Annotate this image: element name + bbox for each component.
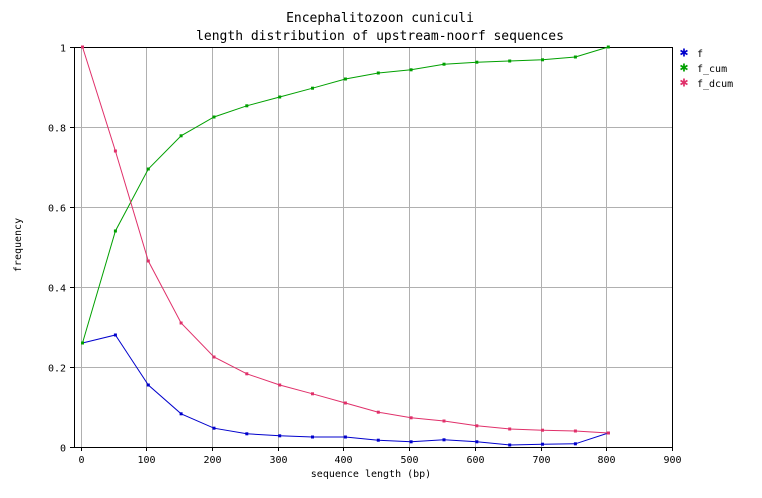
data-point [212,355,216,359]
legend-marker: ✱ [679,62,688,75]
x-tick-label: 100 [137,455,155,466]
data-point [113,229,117,233]
data-point [573,429,577,433]
data-point [146,383,150,387]
data-point [311,86,314,90]
plot-area [74,47,673,448]
x-tick-label: 900 [663,455,681,466]
data-point [442,62,446,66]
data-point [541,442,544,446]
y-tick-label: 0.4 [48,284,66,295]
y-axis-label: frequency [13,218,24,272]
data-point [311,435,314,439]
legend: ✱ f ✱ f_cum ✱ f_dcum [679,47,733,91]
data-point [245,372,249,376]
x-tick-label: 500 [400,455,418,466]
data-point [179,134,183,138]
data-point [541,58,544,62]
data-point [475,440,479,444]
x-tick-label: 700 [532,455,550,466]
data-point [278,434,282,438]
data-point [343,77,347,81]
series-line [82,46,609,344]
data-point [376,410,380,414]
data-point [179,412,183,416]
data-point [508,443,512,447]
data-point [245,432,249,436]
x-tick-label: 300 [269,455,287,466]
data-point [541,428,544,432]
data-point [376,71,380,75]
y-tick-label: 1 [60,44,66,55]
legend-marker: ✱ [679,77,688,90]
y-tick-label: 0.2 [48,364,66,375]
data-point [409,68,413,72]
x-tick-label: 400 [334,455,352,466]
data-point [409,440,413,444]
x-tick-label: 200 [203,455,221,466]
axis-ticks: 0 100 200 300 400 500 600 700 800 900 0 0.2 0.4 0.6 0.… [48,44,682,467]
chart-title: Encephalitozoon cuniculi [286,11,474,26]
data-point [212,426,216,430]
data-point [606,431,610,435]
legend-label: f_dcum [697,79,733,90]
data-point [573,442,577,446]
x-tick-label: 0 [78,455,84,466]
data-point [409,416,413,420]
data-point [113,333,117,337]
y-tick-label: 0.6 [48,204,66,215]
x-tick-label: 800 [597,455,615,466]
series-f-dcum [81,45,610,435]
data-point [376,438,380,442]
data-point [278,383,282,387]
y-tick-label: 0 [60,444,66,455]
data-point [606,45,610,49]
legend-marker: ✱ [679,47,688,60]
series-line [82,46,609,434]
series-f-cum [81,45,610,345]
data-point [81,45,84,49]
data-point [311,392,314,396]
data-point [146,167,150,171]
data-point [442,419,446,423]
data-point [343,401,347,405]
data-point [278,95,282,99]
legend-label: f_cum [697,64,727,75]
x-axis-label: sequence length (bp) [311,469,431,480]
data-point [508,59,512,63]
data-point [212,115,216,119]
series-layer [81,45,610,447]
data-point [343,435,347,439]
legend-label: f [697,49,703,60]
data-point [179,321,183,325]
data-point [508,427,512,431]
series-f [81,333,610,447]
chart-subtitle: length distribution of upstream-noorf se… [196,29,564,44]
data-point [245,104,249,108]
data-point [475,424,479,428]
data-point [81,341,84,345]
data-point [442,438,446,442]
data-point [146,259,150,263]
data-point [573,55,577,59]
x-tick-label: 600 [466,455,484,466]
grid [74,47,673,448]
data-point [475,60,479,64]
data-point [113,149,117,153]
series-line [82,334,609,446]
y-tick-label: 0.8 [48,124,66,135]
